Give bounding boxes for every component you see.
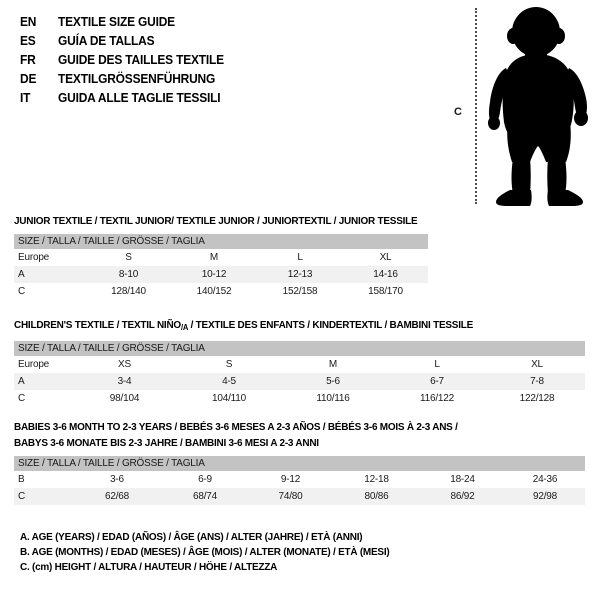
cell: 68/74 xyxy=(162,488,248,505)
size-bar-junior: SIZE / TALLA / TAILLE / GRÖSSE / TAGLIA xyxy=(14,234,428,249)
cell: 3-6 xyxy=(72,471,162,488)
legend-block: A. AGE (YEARS) / EDAD (AÑOS) / ÂGE (ANS)… xyxy=(20,530,440,575)
section-children: CHILDREN'S TEXTILE / TEXTIL NIÑO/A / TEX… xyxy=(14,318,585,407)
language-title-it: GUIDA ALLE TAGLIE TESSILI xyxy=(58,90,221,105)
cell: 18-24 xyxy=(420,471,505,488)
cell: XL xyxy=(489,356,585,373)
section-title-babies-line1: BABIES 3-6 MONTH TO 2-3 YEARS / BEBÉS 3-… xyxy=(14,421,458,433)
table-row: B 3-6 6-9 9-12 12-18 18-24 24-36 xyxy=(14,471,585,488)
language-title-de: TEXTILGRÖSSENFÜHRUNG xyxy=(58,71,216,86)
cell: 140/152 xyxy=(171,283,257,300)
table-row: A 8-10 10-12 12-13 14-16 xyxy=(14,266,428,283)
cell: 10-12 xyxy=(171,266,257,283)
cell: 158/170 xyxy=(343,283,428,300)
section-junior: JUNIOR TEXTILE / TEXTIL JUNIOR/ TEXTILE … xyxy=(14,214,439,300)
cell: 12-13 xyxy=(257,266,343,283)
cell: XL xyxy=(343,249,428,266)
language-title-block: EN TEXTILE SIZE GUIDE ES GUÍA DE TALLAS … xyxy=(20,14,440,109)
table-row: C 128/140 140/152 152/158 158/170 xyxy=(14,283,428,300)
table-junior: Europe S M L XL A 8-10 10-12 12-13 14-16… xyxy=(14,249,428,300)
table-row: A 3-4 4-5 5-6 6-7 7-8 xyxy=(14,373,585,390)
legend-line-c: C. (cm) HEIGHT / ALTURA / HAUTEUR / HÖHE… xyxy=(20,561,278,573)
cell: S xyxy=(177,356,281,373)
size-bar-children: SIZE / TALLA / TAILLE / GRÖSSE / TAGLIA xyxy=(14,341,585,356)
cell: 104/110 xyxy=(177,390,281,407)
language-row-en: EN TEXTILE SIZE GUIDE xyxy=(20,14,440,33)
row-label: B xyxy=(14,471,72,488)
section-babies: BABIES 3-6 MONTH TO 2-3 YEARS / BEBÉS 3-… xyxy=(14,420,585,505)
table-row: Europe S M L XL xyxy=(14,249,428,266)
section-title-children-suffix: / TEXTILE DES ENFANTS / KINDERTEXTIL / B… xyxy=(188,319,474,331)
cell: XS xyxy=(72,356,177,373)
table-babies: B 3-6 6-9 9-12 12-18 18-24 24-36 C 62/68… xyxy=(14,471,585,505)
language-title-en: TEXTILE SIZE GUIDE xyxy=(58,14,175,29)
cell: 12-18 xyxy=(333,471,420,488)
cell: M xyxy=(171,249,257,266)
language-code-en: EN xyxy=(20,14,37,29)
child-silhouette-icon xyxy=(488,7,588,206)
cell: 116/122 xyxy=(385,390,489,407)
cell: 110/116 xyxy=(281,390,385,407)
cell: 92/98 xyxy=(505,488,585,505)
row-label: Europe xyxy=(14,249,86,266)
height-measure-label: C xyxy=(454,106,462,118)
cell: 80/86 xyxy=(333,488,420,505)
cell: S xyxy=(86,249,171,266)
section-title-children: CHILDREN'S TEXTILE / TEXTIL NIÑO/A / TEX… xyxy=(14,318,556,335)
language-code-it: IT xyxy=(20,90,31,105)
cell: 62/68 xyxy=(72,488,162,505)
cell: 4-5 xyxy=(177,373,281,390)
section-title-junior: JUNIOR TEXTILE / TEXTIL JUNIOR/ TEXTILE … xyxy=(14,215,418,227)
language-title-fr: GUIDE DES TAILLES TEXTILE xyxy=(58,52,224,67)
table-row: C 62/68 68/74 74/80 80/86 86/92 92/98 xyxy=(14,488,585,505)
cell: 24-36 xyxy=(505,471,585,488)
cell: 98/104 xyxy=(72,390,177,407)
row-label: C xyxy=(14,488,72,505)
table-children: Europe XS S M L XL A 3-4 4-5 5-6 6-7 7-8… xyxy=(14,356,585,407)
table-row: C 98/104 104/110 110/116 116/122 122/128 xyxy=(14,390,585,407)
language-row-de: DE TEXTILGRÖSSENFÜHRUNG xyxy=(20,71,440,90)
cell: 8-10 xyxy=(86,266,171,283)
section-title-children-prefix: CHILDREN'S TEXTILE / TEXTIL NIÑO xyxy=(14,319,181,331)
height-measure-line xyxy=(475,8,477,204)
cell: 6-7 xyxy=(385,373,489,390)
cell: 3-4 xyxy=(72,373,177,390)
language-title-es: GUÍA DE TALLAS xyxy=(58,33,155,48)
cell: 86/92 xyxy=(420,488,505,505)
language-code-es: ES xyxy=(20,33,36,48)
cell: L xyxy=(385,356,489,373)
cell: 5-6 xyxy=(281,373,385,390)
cell: L xyxy=(257,249,343,266)
cell: 74/80 xyxy=(248,488,333,505)
language-row-es: ES GUÍA DE TALLAS xyxy=(20,33,440,52)
legend-line-a: A. AGE (YEARS) / EDAD (AÑOS) / ÂGE (ANS)… xyxy=(20,531,363,543)
row-label: Europe xyxy=(14,356,72,373)
cell: 6-9 xyxy=(162,471,248,488)
cell: 152/158 xyxy=(257,283,343,300)
language-code-fr: FR xyxy=(20,52,36,67)
row-label: C xyxy=(14,390,72,407)
language-code-de: DE xyxy=(20,71,37,86)
language-row-it: IT GUIDA ALLE TAGLIE TESSILI xyxy=(20,90,440,109)
cell: 7-8 xyxy=(489,373,585,390)
cell: 9-12 xyxy=(248,471,333,488)
row-label: A xyxy=(14,266,86,283)
cell: 122/128 xyxy=(489,390,585,407)
cell: 14-16 xyxy=(343,266,428,283)
table-row: Europe XS S M L XL xyxy=(14,356,585,373)
size-bar-babies: SIZE / TALLA / TAILLE / GRÖSSE / TAGLIA xyxy=(14,456,585,471)
cell: M xyxy=(281,356,385,373)
row-label: A xyxy=(14,373,72,390)
height-figure: C xyxy=(440,0,600,212)
section-title-babies-line2: BABYS 3-6 MONATE BIS 2-3 JAHRE / BAMBINI… xyxy=(14,437,319,449)
cell: 128/140 xyxy=(86,283,171,300)
legend-line-b: B. AGE (MONTHS) / EDAD (MESES) / ÂGE (MO… xyxy=(20,546,390,558)
row-label: C xyxy=(14,283,86,300)
language-row-fr: FR GUIDE DES TAILLES TEXTILE xyxy=(20,52,440,71)
section-title-children-sub: /A xyxy=(180,323,189,332)
